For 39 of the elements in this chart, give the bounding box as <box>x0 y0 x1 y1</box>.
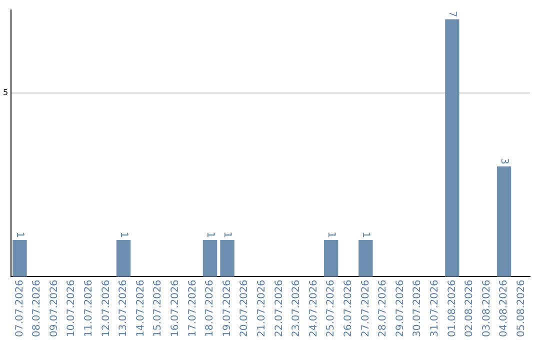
data-label: 1 <box>118 232 129 238</box>
x-tick-label: 10.07.2026 <box>66 280 78 338</box>
x-tick-label: 19.07.2026 <box>222 280 233 338</box>
x-tick-label: 20.07.2026 <box>239 280 250 338</box>
data-label: 7 <box>446 10 458 18</box>
x-tick-label: 21.07.2026 <box>256 280 268 338</box>
x-tick-label: 27.07.2026 <box>360 280 372 338</box>
data-label: 1 <box>222 232 233 238</box>
x-tick-label: 26.07.2026 <box>342 280 354 338</box>
x-tick-label: 15.07.2026 <box>152 280 164 338</box>
x-tick-label: 11.07.2026 <box>84 280 95 338</box>
x-tick-label: 04.08.2026 <box>498 280 510 338</box>
data-label: 3 <box>498 158 510 164</box>
x-tick-label: 01.08.2026 <box>446 280 458 338</box>
x-tick-label: 28.07.2026 <box>378 280 389 338</box>
x-tick-label: 31.07.2026 <box>429 280 440 338</box>
x-tick-label: 22.07.2026 <box>274 280 285 338</box>
x-tick-label: 03.08.2026 <box>481 280 492 338</box>
x-tick-label: 24.07.2026 <box>308 280 320 338</box>
x-tick-label: 12.07.2026 <box>100 280 112 338</box>
x-tick-label: 13.07.2026 <box>118 280 130 338</box>
data-label: 1 <box>14 232 26 238</box>
x-tick-label: 09.07.2026 <box>48 280 60 338</box>
data-label: 1 <box>325 232 336 238</box>
x-tick-label: 16.07.2026 <box>170 280 182 338</box>
x-tick-label: 17.07.2026 <box>187 280 198 338</box>
y-tick-label: 5 <box>2 88 8 97</box>
x-tick-label: 07.07.2026 <box>14 280 26 338</box>
x-tick-label: 02.08.2026 <box>464 280 476 338</box>
x-tick-label: 18.07.2026 <box>204 280 216 338</box>
x-tick-label: 23.07.2026 <box>291 280 302 338</box>
x-tick-label: 29.07.2026 <box>394 280 406 338</box>
x-tick-label: 14.07.2026 <box>135 280 146 338</box>
x-tick-label: 08.07.2026 <box>32 280 43 338</box>
data-label: 1 <box>204 232 216 238</box>
data-label: 1 <box>360 232 372 238</box>
x-tick-label: 05.08.2026 <box>516 280 527 338</box>
x-tick-label: 25.07.2026 <box>326 280 337 338</box>
x-tick-label: 30.07.2026 <box>412 280 424 338</box>
